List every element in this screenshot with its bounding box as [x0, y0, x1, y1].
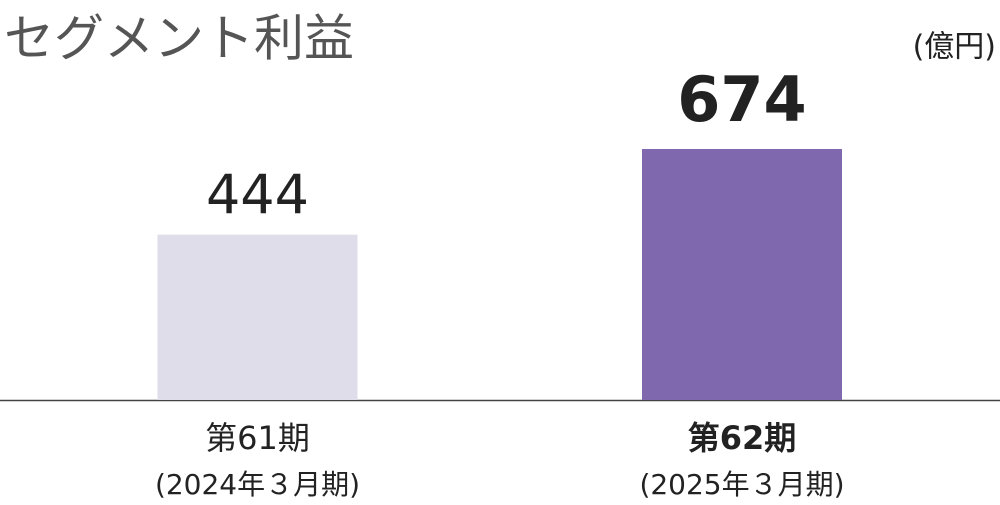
unit-label: (億円) — [913, 30, 996, 65]
chart-title: セグメント利益 — [4, 10, 354, 68]
value-label: 444 — [206, 163, 309, 226]
bar — [157, 234, 358, 400]
category-subtitle: (2024年３月期) — [155, 468, 360, 501]
category-subtitle: (2025年３月期) — [639, 468, 844, 501]
category-label: 第61期 — [205, 419, 310, 457]
bar — [642, 149, 842, 400]
category-label: 第62期 — [688, 419, 797, 457]
value-label: 674 — [677, 63, 806, 136]
